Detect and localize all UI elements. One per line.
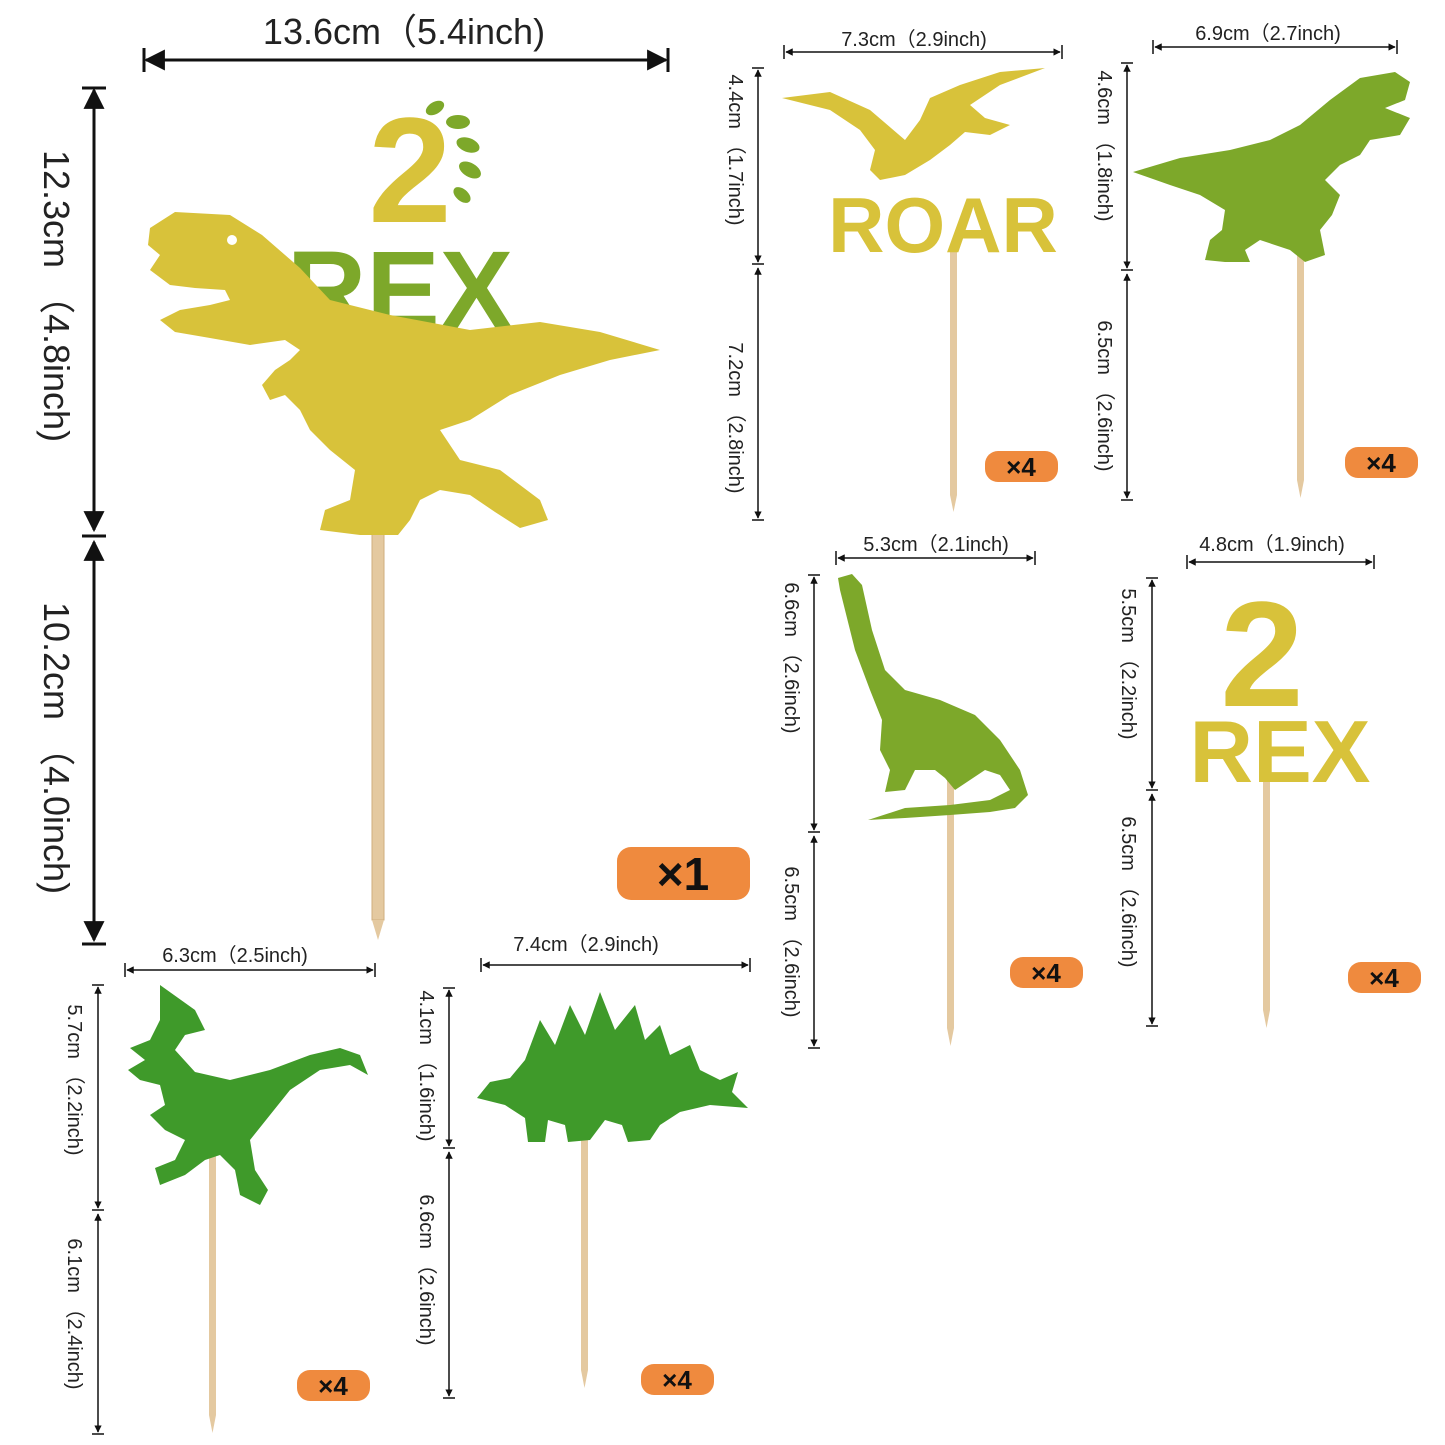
two-rex-width-dimension: 4.8cm（1.9inch): [1186, 533, 1375, 569]
main-quantity-badge: ×1: [617, 847, 750, 900]
main-stick-height-label: 10.2cm （4.0inch): [36, 602, 77, 894]
two-rex-quantity-badge: ×4: [1348, 962, 1421, 993]
main-top-height-dimension: 12.3cm （4.8inch): [36, 86, 106, 538]
trex-topper: 6.9cm（2.7inch) 4.6cm （1.8inch) 6.5cm （2.…: [1093, 22, 1418, 501]
brachiosaurus-quantity-label: ×4: [1031, 958, 1061, 988]
stegosaurus-width-dimension: 7.4cm（2.9inch): [480, 933, 751, 972]
raptor-topper: 6.3cm（2.5inch) 5.7cm （2.2inch) 6.1cm （2.…: [63, 944, 376, 1435]
stegosaurus-quantity-label: ×4: [662, 1365, 692, 1395]
trex-stick-height-label: 6.5cm （2.6inch): [1093, 320, 1116, 471]
main-topper: 13.6cm（5.4inch) 12.3cm （4.8inch) 10.2cm …: [36, 11, 750, 946]
trex-width-label: 6.9cm（2.7inch): [1195, 22, 1341, 45]
trex-width-dimension: 6.9cm（2.7inch): [1152, 22, 1398, 54]
pterodactyl-width-dimension: 7.3cm（2.9inch): [783, 28, 1063, 59]
pterodactyl-roar-word: ROAR: [828, 181, 1058, 269]
main-trex-icon: [148, 212, 660, 535]
trex-top-height-dimension: 4.6cm （1.8inch): [1093, 62, 1133, 271]
brachiosaurus-top-height-label: 6.6cm （2.6inch): [780, 582, 803, 733]
brachiosaurus-icon: [838, 574, 1028, 820]
two-rex-number-2: 2: [1220, 570, 1303, 738]
brachiosaurus-stick: [947, 770, 954, 1028]
two-rex-top-height-label: 5.5cm （2.2inch): [1117, 588, 1140, 739]
trex-stick: [1297, 240, 1304, 480]
main-leaves: [425, 100, 481, 203]
main-stick-height-dimension: 10.2cm （4.0inch): [36, 539, 106, 946]
main-quantity-label: ×1: [657, 848, 709, 900]
brachiosaurus-width-label: 5.3cm（2.1inch): [863, 533, 1009, 556]
stegosaurus-icon: [477, 992, 748, 1142]
main-width-dimension: 13.6cm（5.4inch): [142, 11, 670, 72]
pterodactyl-width-label: 7.3cm（2.9inch): [841, 28, 987, 51]
pterodactyl-stick: [950, 245, 957, 495]
pterodactyl-quantity-label: ×4: [1006, 452, 1036, 482]
brachiosaurus-stick-height-dimension: 6.5cm （2.6inch): [780, 835, 820, 1049]
trex-top-height-label: 4.6cm （1.8inch): [1093, 70, 1116, 221]
raptor-stick-height-dimension: 6.1cm （2.4inch): [63, 1213, 104, 1435]
raptor-stick-height-label: 6.1cm （2.4inch): [63, 1238, 86, 1389]
main-top-height-label: 12.3cm （4.8inch): [36, 150, 77, 442]
raptor-quantity-label: ×4: [318, 1371, 348, 1401]
pterodactyl-stick-height-dimension: 7.2cm （2.8inch): [724, 267, 764, 521]
stegosaurus-stick: [581, 1120, 588, 1370]
stegosaurus-stick-height-dimension: 6.6cm （2.6inch): [415, 1151, 455, 1399]
brachiosaurus-top-height-dimension: 6.6cm （2.6inch): [780, 574, 820, 833]
stegosaurus-topper: 7.4cm（2.9inch) 4.1cm （1.6inch) 6.6cm （2.…: [415, 933, 751, 1399]
raptor-stick: [209, 1150, 216, 1415]
pterodactyl-quantity-badge: ×4: [985, 451, 1058, 482]
main-number-2: 2: [368, 86, 451, 254]
brachiosaurus-stick-height-label: 6.5cm （2.6inch): [780, 866, 803, 1017]
two-rex-stick-height-dimension: 6.5cm （2.6inch): [1117, 793, 1158, 1027]
raptor-width-label: 6.3cm（2.5inch): [162, 944, 308, 967]
pterodactyl-top-height-label: 4.4cm （1.7inch): [724, 74, 747, 225]
stegosaurus-width-label: 7.4cm（2.9inch): [513, 933, 659, 956]
raptor-quantity-badge: ×4: [297, 1370, 370, 1401]
two-rex-width-label: 4.8cm（1.9inch): [1199, 533, 1345, 556]
brachiosaurus-topper: 5.3cm（2.1inch) 6.6cm （2.6inch) 6.5cm （2.…: [780, 533, 1083, 1049]
stegosaurus-top-height-label: 4.1cm （1.6inch): [415, 990, 438, 1141]
pterodactyl-icon: [782, 68, 1045, 180]
brachiosaurus-quantity-badge: ×4: [1010, 957, 1083, 988]
two-rex-stick: [1263, 780, 1270, 1010]
raptor-top-height-dimension: 5.7cm （2.2inch): [63, 984, 104, 1211]
two-rex-top-height-dimension: 5.5cm （2.2inch): [1117, 577, 1158, 791]
two-rex-stick-height-label: 6.5cm （2.6inch): [1117, 816, 1140, 967]
raptor-top-height-label: 5.7cm （2.2inch): [63, 1004, 86, 1155]
trex-quantity-label: ×4: [1366, 448, 1396, 478]
pterodactyl-topper: 7.3cm（2.9inch) 4.4cm （1.7inch) 7.2cm （2.…: [724, 28, 1063, 521]
stegosaurus-top-height-dimension: 4.1cm （1.6inch): [415, 987, 455, 1149]
two-rex-topper: 4.8cm（1.9inch) 5.5cm （2.2inch) 6.5cm （2.…: [1117, 533, 1421, 1028]
pterodactyl-top-height-dimension: 4.4cm （1.7inch): [724, 67, 764, 265]
trex-icon: [1133, 72, 1410, 262]
stegosaurus-stick-height-label: 6.6cm （2.6inch): [415, 1194, 438, 1345]
raptor-width-dimension: 6.3cm（2.5inch): [124, 944, 376, 977]
pterodactyl-stick-height-label: 7.2cm （2.8inch): [724, 342, 747, 493]
trex-stick-height-dimension: 6.5cm （2.6inch): [1093, 273, 1133, 501]
trex-quantity-badge: ×4: [1345, 447, 1418, 478]
main-width-label: 13.6cm（5.4inch): [263, 11, 545, 52]
brachiosaurus-width-dimension: 5.3cm（2.1inch): [835, 533, 1036, 565]
two-rex-word: REX: [1190, 702, 1371, 801]
two-rex-quantity-label: ×4: [1369, 963, 1399, 993]
raptor-icon: [128, 985, 368, 1205]
stegosaurus-quantity-badge: ×4: [641, 1364, 714, 1395]
